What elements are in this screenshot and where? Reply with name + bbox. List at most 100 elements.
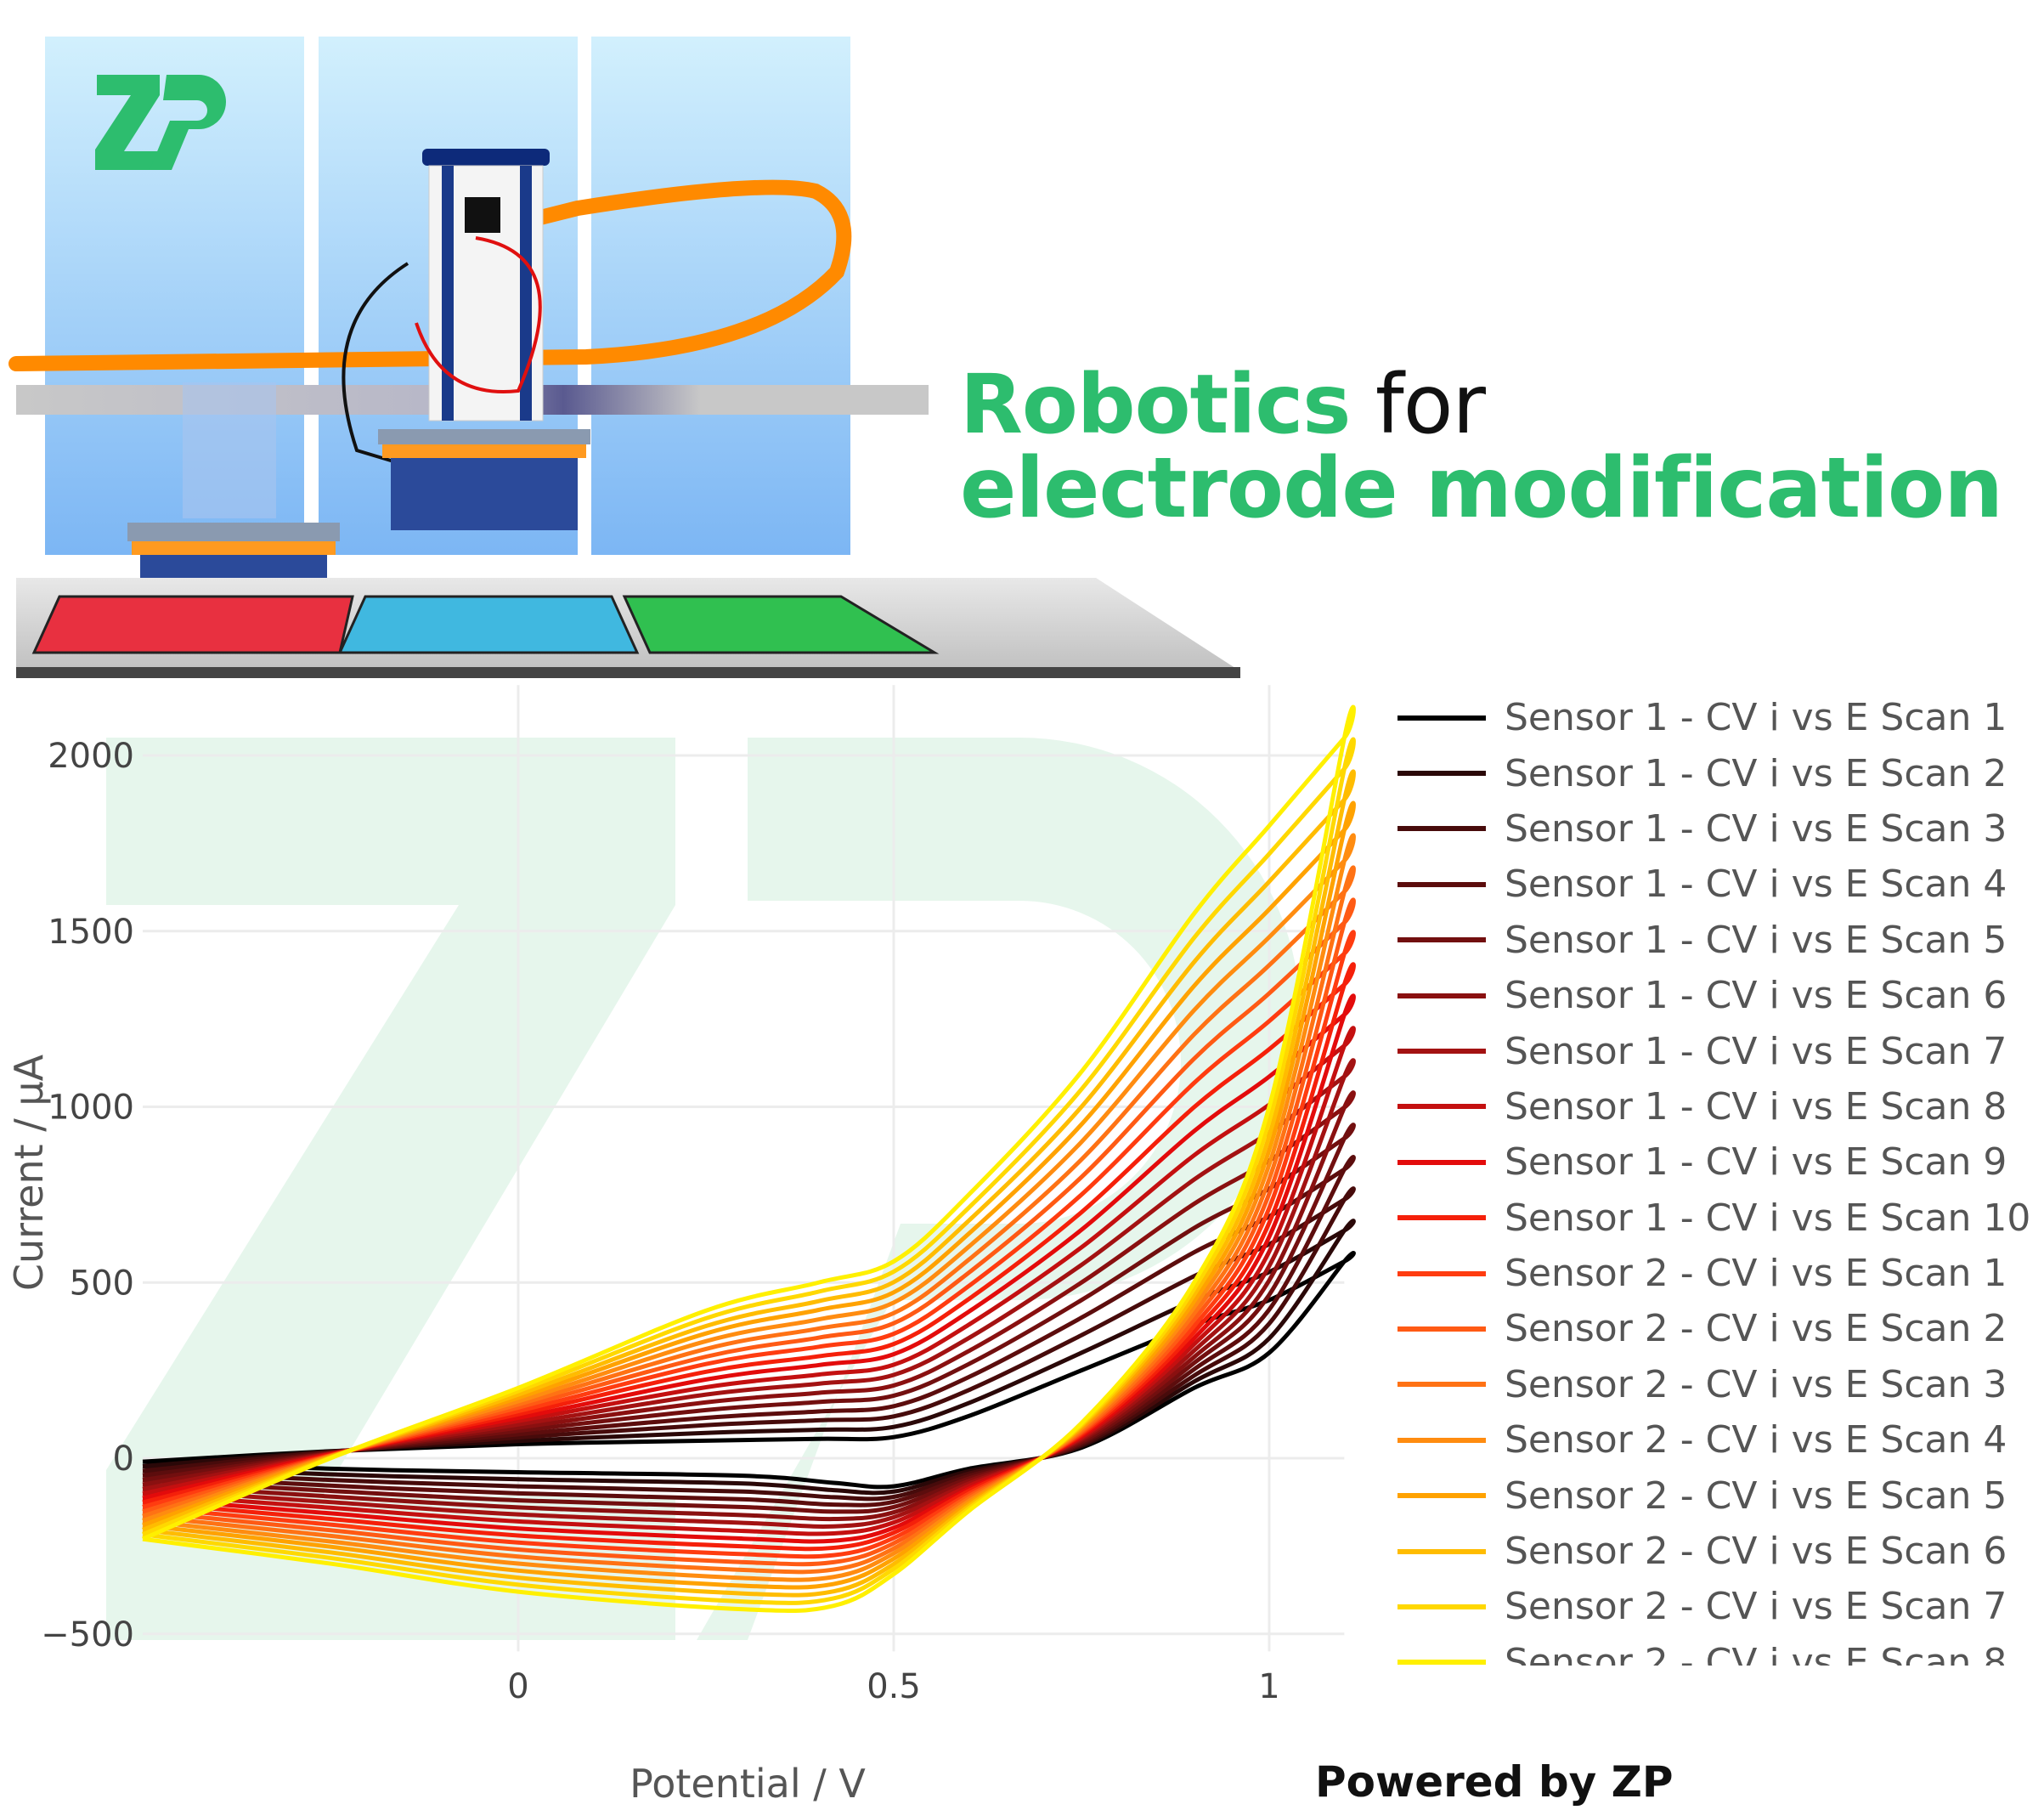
legend-swatch xyxy=(1397,715,1486,721)
legend-item[interactable]: Sensor 1 - CV i vs E Scan 2 xyxy=(1397,745,2043,800)
cable-chain xyxy=(8,179,852,371)
y-tick-label: 1000 xyxy=(48,1089,134,1128)
series-line-5 xyxy=(142,1123,1356,1514)
y-tick-label: 0 xyxy=(113,1440,134,1479)
table-edge xyxy=(16,667,1240,678)
legend-item[interactable]: Sensor 1 - CV i vs E Scan 6 xyxy=(1397,968,2043,1023)
legend-swatch xyxy=(1397,881,1486,887)
series-line-12 xyxy=(142,897,1356,1567)
legend-item[interactable]: Sensor 1 - CV i vs E Scan 8 xyxy=(1397,1079,2043,1134)
legend-label: Sensor 2 - CV i vs E Scan 5 xyxy=(1505,1473,2007,1518)
series-line-16 xyxy=(142,769,1356,1598)
legend-item[interactable]: Sensor 2 - CV i vs E Scan 4 xyxy=(1397,1412,2043,1468)
legend-swatch xyxy=(1397,1382,1486,1388)
legend-label: Sensor 2 - CV i vs E Scan 7 xyxy=(1505,1585,2007,1629)
legend-swatch xyxy=(1397,993,1486,998)
legend-swatch xyxy=(1397,1493,1486,1499)
legend-item[interactable]: Sensor 1 - CV i vs E Scan 7 xyxy=(1397,1023,2043,1078)
legend-label: Sensor 2 - CV i vs E Scan 8 xyxy=(1505,1640,2007,1666)
legend-swatch xyxy=(1397,1326,1486,1332)
tick-labels: −500 0 500 1000 1500 2000 0 0.5 1 xyxy=(41,737,1280,1706)
series-line-1 xyxy=(142,1251,1356,1490)
legend-label: Sensor 1 - CV i vs E Scan 6 xyxy=(1505,974,2007,1018)
legend-item[interactable]: Sensor 1 - CV i vs E Scan 4 xyxy=(1397,857,2043,912)
x-tick-label: 1 xyxy=(1258,1667,1279,1706)
headline-green: Robotics xyxy=(960,357,1351,452)
legend-item[interactable]: Sensor 1 - CV i vs E Scan 5 xyxy=(1397,913,2043,968)
legend-swatch xyxy=(1397,826,1486,832)
blue-well xyxy=(337,595,640,654)
legend-swatch xyxy=(1397,1104,1486,1110)
legend-swatch xyxy=(1397,1660,1486,1666)
x-tick-label: 0 xyxy=(507,1667,528,1706)
series-line-10 xyxy=(142,962,1356,1552)
legend-item[interactable]: Sensor 1 - CV i vs E Scan 9 xyxy=(1397,1134,2043,1190)
legend-label: Sensor 1 - CV i vs E Scan 2 xyxy=(1505,751,2007,795)
legend-swatch xyxy=(1397,1437,1486,1443)
headline-line-2: electrode modification xyxy=(960,440,2003,537)
series-line-11 xyxy=(142,930,1356,1559)
legend-item[interactable]: Sensor 2 - CV i vs E Scan 5 xyxy=(1397,1468,2043,1523)
legend-swatch xyxy=(1397,1548,1486,1554)
legend-item[interactable]: Sensor 2 - CV i vs E Scan 3 xyxy=(1397,1357,2043,1412)
legend-item[interactable]: Sensor 2 - CV i vs E Scan 6 xyxy=(1397,1524,2043,1579)
robot-illustration xyxy=(8,37,1240,678)
series-line-14 xyxy=(142,833,1356,1582)
legend-item[interactable]: Sensor 1 - CV i vs E Scan 1 xyxy=(1397,690,2043,745)
zp-logo xyxy=(95,75,226,170)
headline-line-1: Robotics for xyxy=(960,357,1486,452)
y-tick-label: −500 xyxy=(41,1615,134,1654)
series-line-4 xyxy=(142,1155,1356,1507)
series-line-9 xyxy=(142,993,1356,1544)
series-line-2 xyxy=(142,1219,1356,1496)
legend-label: Sensor 1 - CV i vs E Scan 4 xyxy=(1505,863,2007,907)
watermark-zp xyxy=(106,738,1301,1640)
legend-label: Sensor 1 - CV i vs E Scan 7 xyxy=(1505,1029,2007,1073)
legend-swatch xyxy=(1397,1215,1486,1221)
y-tick-label: 1500 xyxy=(48,913,134,952)
legend-label: Sensor 2 - CV i vs E Scan 1 xyxy=(1505,1252,2007,1296)
series-line-6 xyxy=(142,1090,1356,1522)
robot-head xyxy=(342,149,590,530)
legend-label: Sensor 2 - CV i vs E Scan 6 xyxy=(1505,1530,2007,1574)
legend-label: Sensor 1 - CV i vs E Scan 10 xyxy=(1505,1196,2031,1240)
legend-swatch xyxy=(1397,1159,1486,1165)
series-line-17 xyxy=(142,737,1356,1605)
x-axis-title: Potential / V xyxy=(630,1761,866,1807)
legend-label: Sensor 1 - CV i vs E Scan 1 xyxy=(1505,696,2007,740)
series-line-18 xyxy=(142,704,1356,1614)
legend-label: Sensor 2 - CV i vs E Scan 3 xyxy=(1505,1362,2007,1406)
legend-label: Sensor 1 - CV i vs E Scan 3 xyxy=(1505,806,2007,851)
legend-item[interactable]: Sensor 2 - CV i vs E Scan 8 xyxy=(1397,1635,2043,1666)
legend-item[interactable]: Sensor 2 - CV i vs E Scan 7 xyxy=(1397,1579,2043,1634)
legend-label: Sensor 1 - CV i vs E Scan 9 xyxy=(1505,1140,2007,1185)
legend-label: Sensor 1 - CV i vs E Scan 5 xyxy=(1505,918,2007,962)
series-group xyxy=(142,704,1356,1614)
legend-swatch xyxy=(1397,1270,1486,1276)
series-line-8 xyxy=(142,1026,1356,1536)
legend-label: Sensor 2 - CV i vs E Scan 4 xyxy=(1505,1418,2007,1462)
legend: Sensor 1 - CV i vs E Scan 1 Sensor 1 - CV… xyxy=(1397,690,2043,1666)
legend-swatch xyxy=(1397,1604,1486,1609)
legend-label: Sensor 1 - CV i vs E Scan 8 xyxy=(1505,1084,2007,1128)
x-tick-label: 0.5 xyxy=(867,1667,921,1706)
series-line-15 xyxy=(142,800,1356,1590)
legend-swatch xyxy=(1397,1049,1486,1055)
legend-item[interactable]: Sensor 2 - CV i vs E Scan 2 xyxy=(1397,1301,2043,1356)
legend-swatch xyxy=(1397,771,1486,777)
series-line-7 xyxy=(142,1058,1356,1529)
legend-label: Sensor 2 - CV i vs E Scan 2 xyxy=(1505,1307,2007,1351)
grid xyxy=(143,685,1345,1652)
green-well xyxy=(622,595,940,654)
y-tick-label: 2000 xyxy=(48,737,134,776)
legend-item[interactable]: Sensor 1 - CV i vs E Scan 10 xyxy=(1397,1191,2043,1246)
series-line-3 xyxy=(142,1186,1356,1502)
powered-by: Powered by ZP xyxy=(1315,1757,1674,1807)
headline-plain: for xyxy=(1350,357,1486,452)
legend-item[interactable]: Sensor 2 - CV i vs E Scan 1 xyxy=(1397,1246,2043,1301)
legend-item[interactable]: Sensor 1 - CV i vs E Scan 3 xyxy=(1397,801,2043,857)
y-tick-label: 500 xyxy=(70,1264,134,1303)
y-axis-title: Current / μA xyxy=(6,1054,52,1291)
series-line-13 xyxy=(142,865,1356,1575)
